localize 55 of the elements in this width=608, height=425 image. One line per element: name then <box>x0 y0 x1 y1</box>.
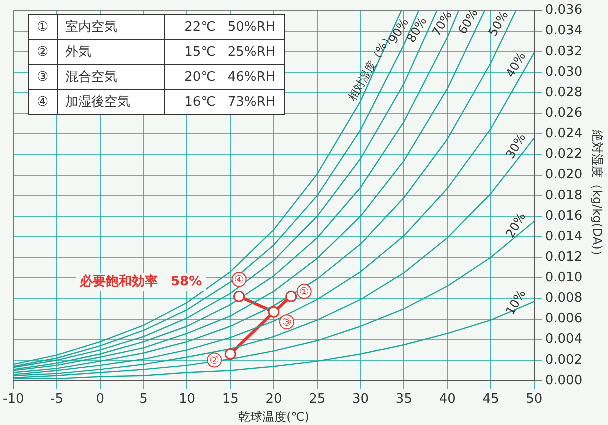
y-tick-label: 0.034 <box>545 24 583 39</box>
x-tick-label: -10 <box>3 392 24 408</box>
annotation: ③ <box>282 316 292 329</box>
y-tick-label: 0.020 <box>545 168 583 183</box>
y-tick-label: 0.026 <box>545 106 583 122</box>
y-tick-label: 0.022 <box>545 147 583 162</box>
y-tick-label: 0.032 <box>545 44 583 60</box>
annotation: ① <box>28 14 58 40</box>
x-tick-label: 50 <box>526 392 543 408</box>
annotation: ③ <box>28 64 58 90</box>
annotation: ① <box>299 286 310 299</box>
y-tick-label: 0.006 <box>545 312 583 327</box>
annotation: ④ <box>28 90 58 114</box>
x-tick-label: 30 <box>352 392 370 408</box>
y-tick-label: 0.030 <box>545 64 583 80</box>
x-tick-label: 20 <box>266 392 282 408</box>
y-tick-label: 0.036 <box>545 3 583 18</box>
y-tick-label: 0.018 <box>545 188 583 204</box>
y-tick-label: 0.010 <box>545 270 583 286</box>
y-tick-label: 0.024 <box>545 126 583 142</box>
y-tick-label: 0.008 <box>545 291 583 306</box>
annotation: 73%RH <box>220 90 284 114</box>
annotation: 25%RH <box>220 40 284 64</box>
x-tick-label: 35 <box>396 392 412 408</box>
x-tick-label: -5 <box>50 392 64 408</box>
annotation: 外気 <box>57 40 164 64</box>
y-tick-label: 0.014 <box>545 229 583 244</box>
annotation: 46%RH <box>220 64 284 90</box>
x-tick-label: 0 <box>96 392 105 408</box>
y-tick-label: 0.028 <box>545 85 583 100</box>
annotation: 加湿後空気 <box>57 90 164 114</box>
annotation: 15℃ <box>164 40 220 64</box>
annotation: 50%RH <box>220 14 284 40</box>
x-tick-label: 25 <box>309 392 326 408</box>
y-tick-label: 0.002 <box>545 352 583 368</box>
annotation: 22℃ <box>164 14 220 40</box>
x-axis-title: 乾球温度(℃) <box>238 410 310 424</box>
x-tick-label: 40 <box>439 392 456 408</box>
annotation: ② <box>210 354 220 368</box>
annotation: 16℃ <box>164 90 220 114</box>
annotation: 室内空気 <box>57 14 164 40</box>
annotation: 混合空気 <box>57 64 164 90</box>
annotation: 20℃ <box>164 64 220 90</box>
x-tick-label: 5 <box>140 392 148 408</box>
annotation: 必要飽和効率 58% <box>79 273 202 290</box>
y-tick-label: 0.016 <box>545 208 583 224</box>
y-tick-label: 0.012 <box>545 250 583 265</box>
annotation: ④ <box>234 274 244 287</box>
y-tick-label: 0.000 <box>545 373 583 388</box>
annotation: ② <box>28 40 58 64</box>
x-tick-label: 10 <box>178 392 196 408</box>
x-tick-label: 45 <box>482 392 500 408</box>
y-tick-label: 0.004 <box>545 332 583 348</box>
y-axis-title: 絶対湿度（kg/kg(DA)） <box>590 129 605 262</box>
x-tick-label: 15 <box>222 392 239 408</box>
